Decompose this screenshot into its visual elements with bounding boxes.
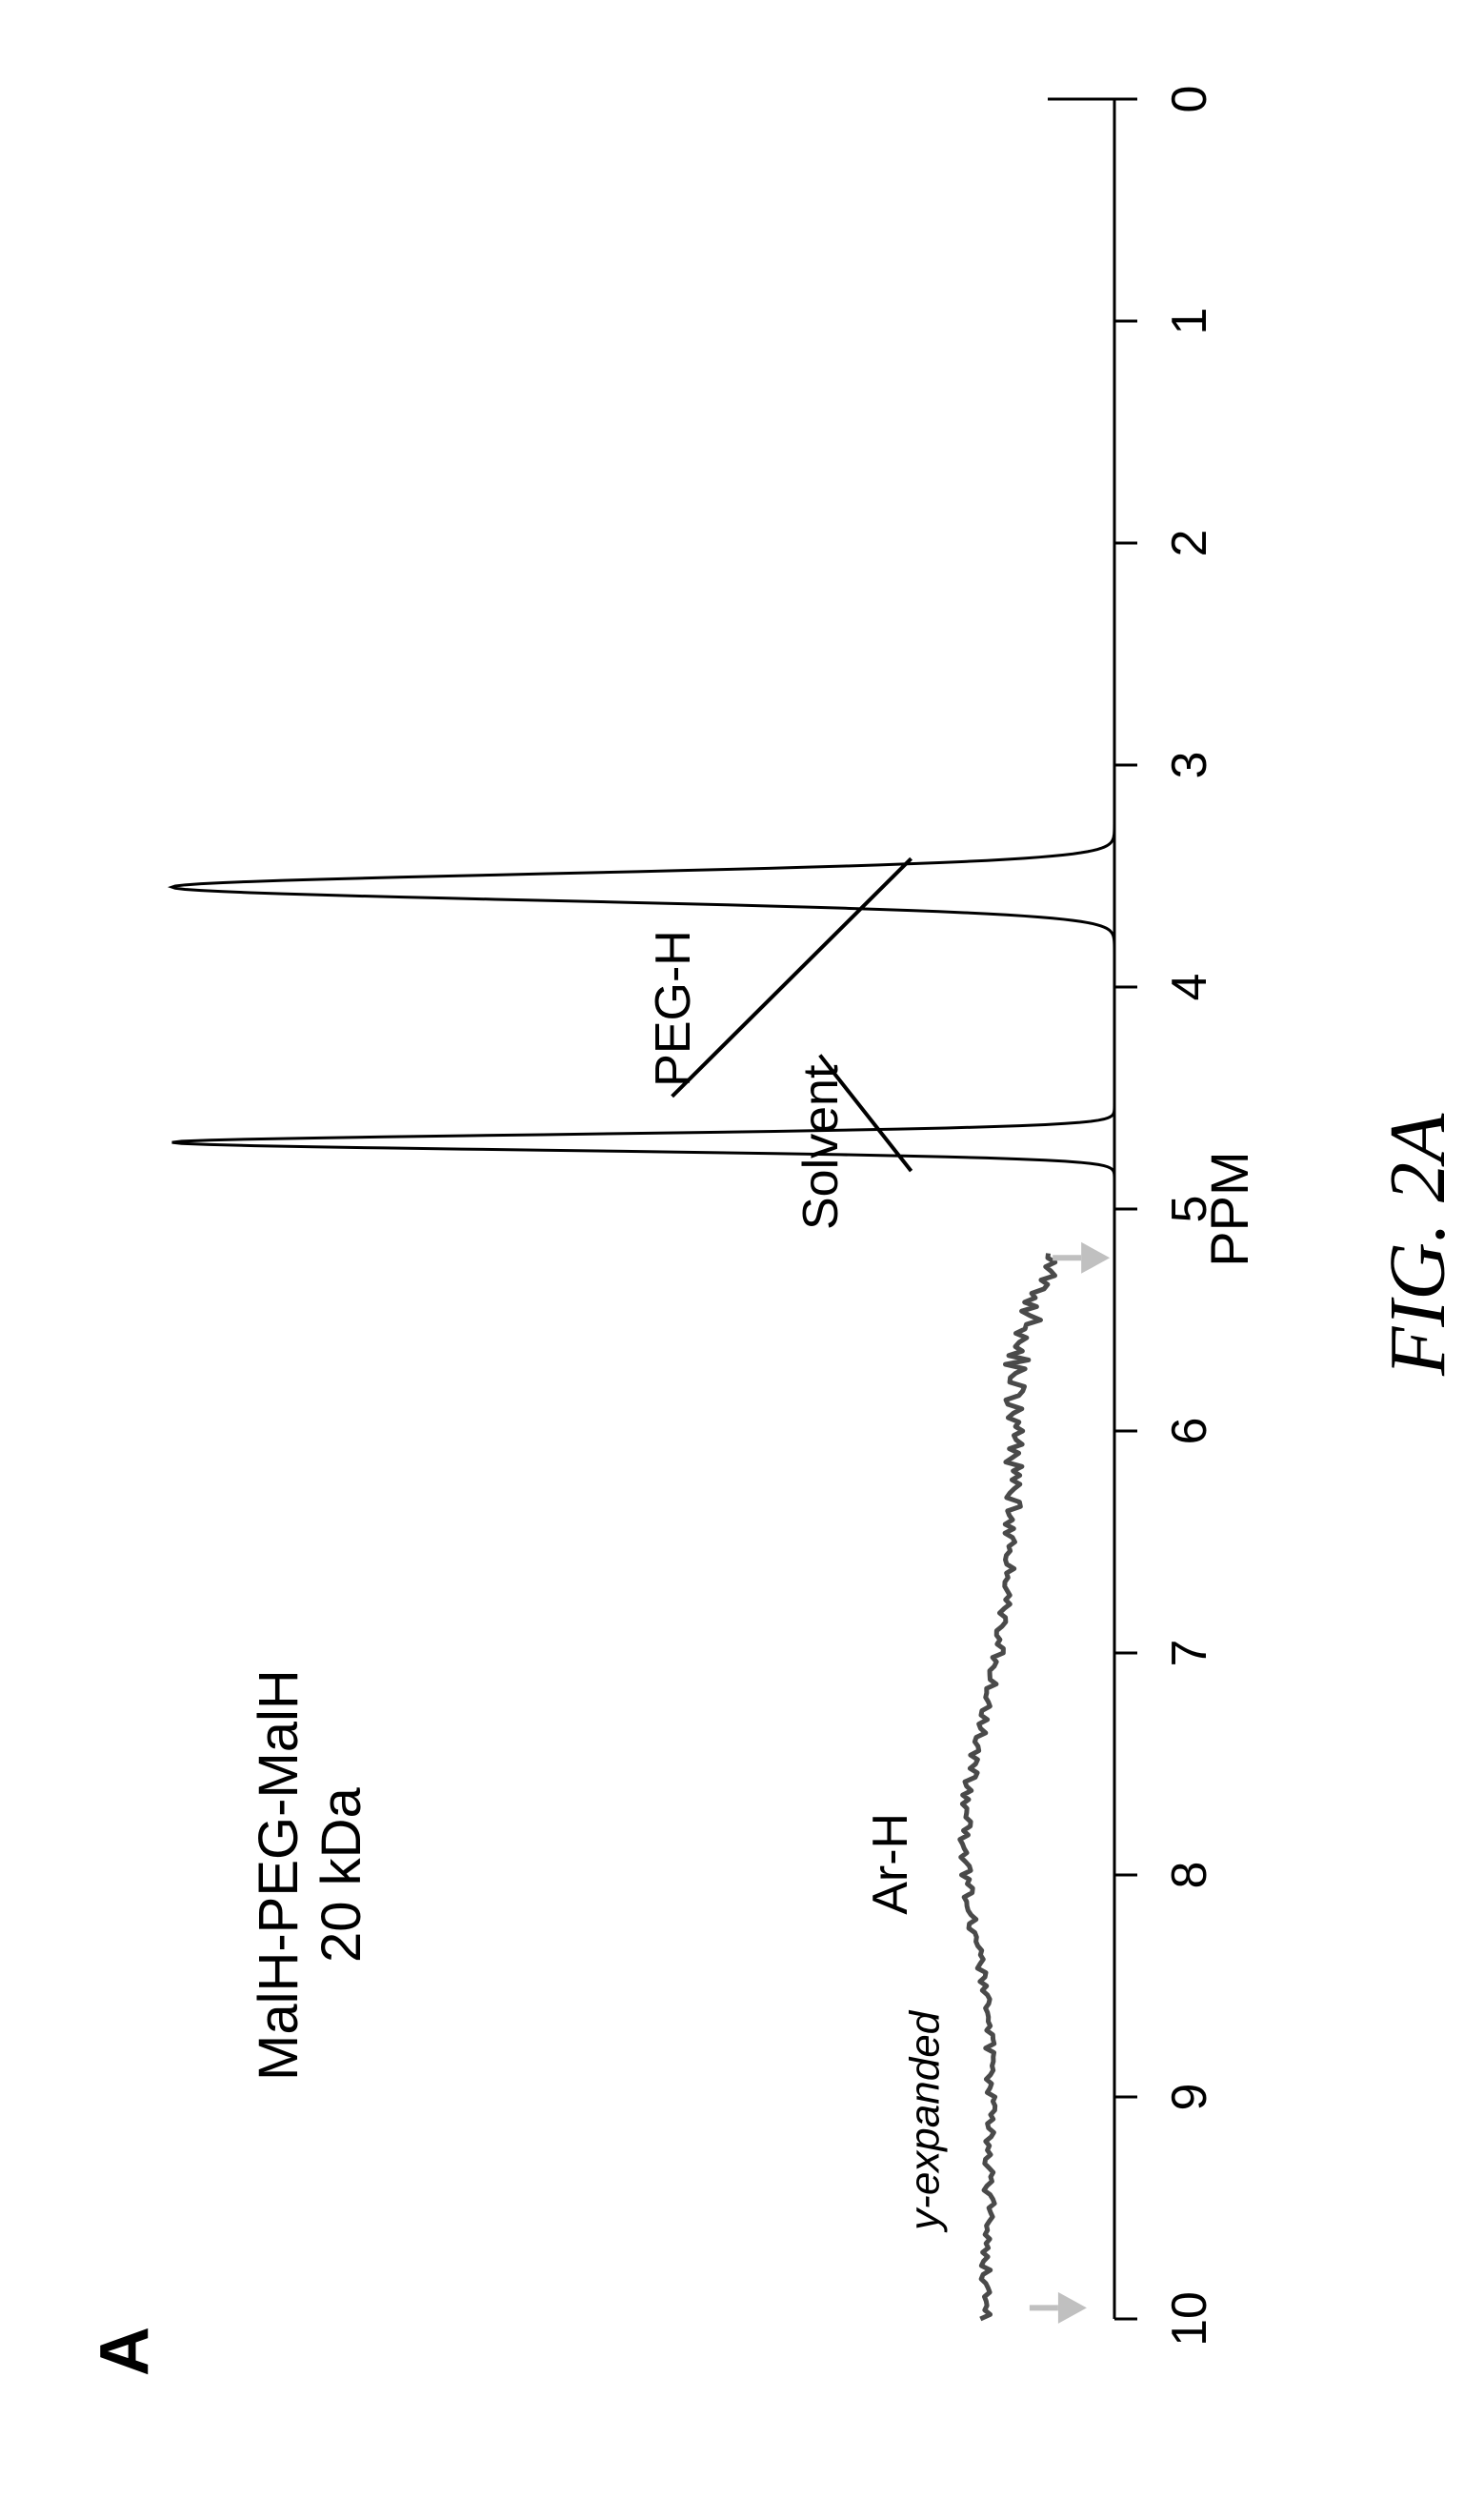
x-tick-label: 8	[1162, 1862, 1217, 1889]
expanded-arrow-icon	[1058, 2292, 1087, 2324]
x-tick-label: 3	[1162, 752, 1217, 779]
x-axis-label: PPM	[1199, 1151, 1259, 1266]
y-expanded-label: y-expanded	[902, 2009, 949, 2232]
arh-label: Ar-H	[863, 1813, 918, 1915]
x-tick-label: 0	[1162, 86, 1217, 113]
nmr-svg: 109876543210PPMSolventPEG-Hy-expandedAr-…	[181, 99, 1305, 2319]
x-tick-label: 10	[1162, 2291, 1217, 2347]
nmr-plot: 109876543210PPMSolventPEG-Hy-expandedAr-…	[181, 99, 1114, 2319]
nmr-trace	[172, 99, 1114, 2319]
x-tick-label: 7	[1162, 1640, 1217, 1667]
x-tick-label: 2	[1162, 530, 1217, 557]
panel-letter: A	[86, 2327, 164, 2376]
peak-leader	[672, 858, 912, 1097]
x-tick-label: 9	[1162, 2084, 1217, 2111]
figure-canvas: A MalH-PEG-MalH 20 kDa 109876543210PPMSo…	[0, 0, 1484, 2519]
expanded-arrow-icon	[1081, 1242, 1110, 1274]
peak-label: Solvent	[793, 1064, 849, 1230]
x-tick-label: 6	[1162, 1418, 1217, 1445]
y-expanded-trace	[960, 1254, 1055, 2319]
peak-label: PEG-H	[646, 930, 701, 1087]
figure-caption: FIG. 2A	[1372, 1114, 1464, 1376]
x-tick-label: 4	[1162, 974, 1217, 1001]
x-tick-label: 1	[1162, 308, 1217, 335]
